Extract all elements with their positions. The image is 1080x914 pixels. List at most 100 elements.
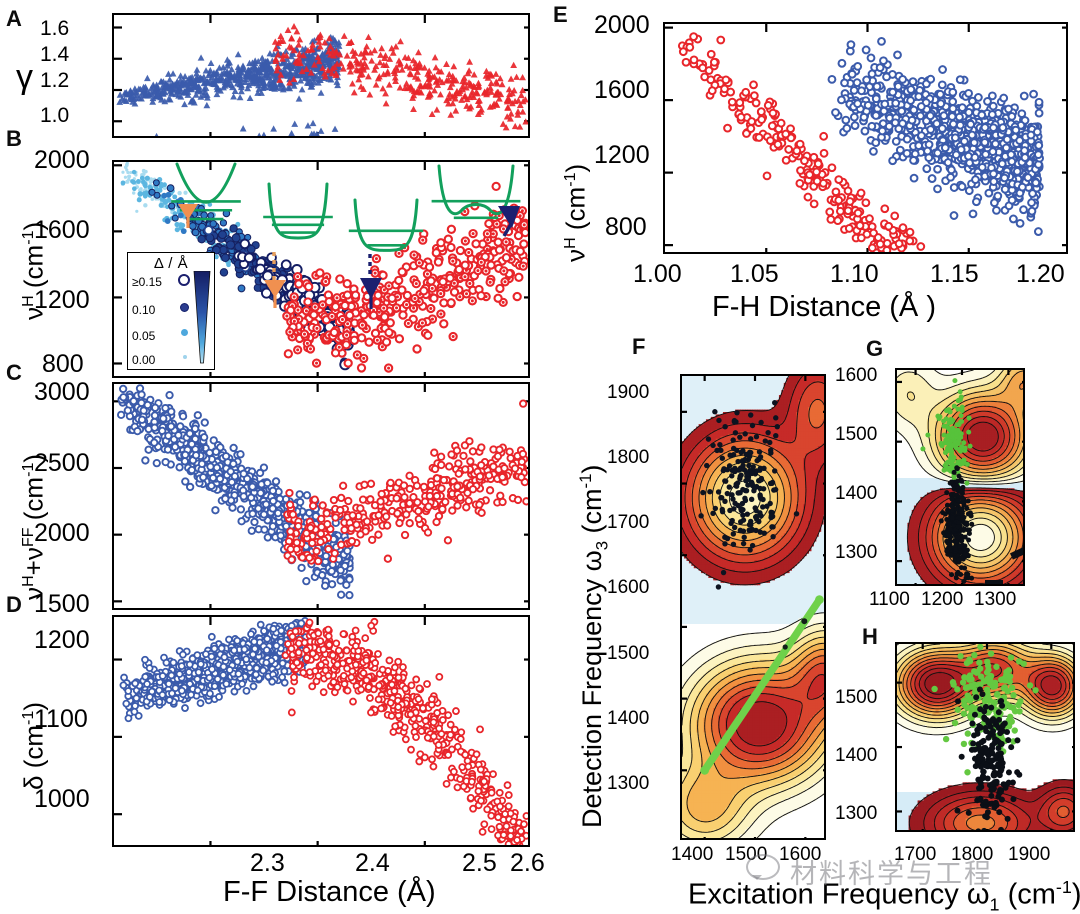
panel-h-xtick-0: 1700 — [894, 845, 936, 864]
panel-e-ytick-3: 2000 — [594, 13, 650, 38]
panel-d-ytick-0: 1000 — [34, 787, 90, 812]
panel-c-ylabel-unit: (cm — [19, 477, 49, 520]
panel-d-xtick-0: 2.3 — [250, 851, 285, 876]
legend-colorbar — [192, 271, 212, 367]
panel-f-ytick-3: 1600 — [607, 578, 649, 597]
panel-label-e: E — [553, 4, 568, 26]
panel-f-xtick-2: 1600 — [779, 845, 821, 864]
panel-c-ytick-2: 2500 — [34, 451, 90, 476]
panel-label-c: C — [6, 362, 22, 384]
legend-row-1: 0.10 — [132, 303, 155, 317]
panel-label-b: B — [6, 128, 22, 150]
legend-row-3: 0.00 — [132, 353, 155, 367]
detection-label-text: Detection Frequency ω — [577, 550, 607, 828]
panel-h-ytick-1: 1400 — [835, 746, 877, 765]
panel-c-ylabel-sup1: H — [19, 575, 37, 587]
panel-g-xtick-0: 1100 — [869, 590, 910, 609]
panel-a-ylabel: γ — [16, 60, 33, 94]
legend-title: Δ / Å — [128, 255, 214, 272]
panel-e-ylabel-sup: H — [561, 237, 579, 249]
legend-row-2: 0.05 — [132, 329, 155, 343]
panel-e-xtick-4: 1.20 — [1016, 262, 1065, 287]
panel-label-f: F — [632, 336, 645, 358]
excitation-label-sub: 1 — [990, 894, 1000, 914]
panel-b-ylabel-unit: (cm — [19, 245, 49, 288]
panel-d-plot — [112, 615, 530, 847]
panel-e-scatter-svg — [665, 24, 1068, 254]
panel-e-ylabel-nu: ν — [561, 249, 591, 262]
panel-h-contour-svg — [897, 644, 1075, 832]
panel-h-xtick-1: 1800 — [951, 845, 993, 864]
panel-e-xtick-2: 1.10 — [830, 262, 879, 287]
watermark-bubble-icon — [746, 854, 780, 880]
panel-e-xtick-3: 1.15 — [930, 262, 979, 287]
panel-a-ytick-1: 1.2 — [40, 70, 69, 91]
excitation-label-exp: -1 — [1056, 877, 1072, 897]
panel-a-ytick-0: 1.0 — [40, 105, 69, 126]
panel-g-ytick-1: 1400 — [835, 484, 877, 503]
excitation-label-unit: (cm — [1008, 879, 1056, 911]
panel-a-ytick-3: 1.6 — [40, 18, 69, 39]
panel-g-contour-svg — [897, 370, 1025, 586]
panel-g-ytick-2: 1500 — [835, 425, 877, 444]
panel-f-plot — [680, 374, 826, 840]
panel-a-ytick-2: 1.4 — [40, 44, 69, 65]
panel-label-a: A — [6, 8, 22, 30]
detection-label-sub: 3 — [592, 541, 611, 550]
panel-c-ytick-3: 3000 — [34, 380, 90, 405]
panel-label-d: D — [6, 594, 22, 616]
panel-g-xtick-1: 1200 — [921, 590, 963, 609]
panel-g-plot — [895, 368, 1025, 586]
detection-label-unit: (cm — [577, 488, 607, 533]
panel-h-ytick-2: 1500 — [835, 688, 877, 707]
panel-f-ytick-2: 1500 — [607, 644, 649, 663]
panel-b-ytick-1: 1200 — [34, 288, 90, 313]
legend-marker-3 — [183, 355, 187, 359]
detection-label-close: ) — [577, 465, 607, 474]
panel-c-scatter-svg — [114, 384, 530, 610]
legend-marker-0 — [178, 274, 190, 286]
panel-e-ylabel-unit: (cm — [561, 187, 591, 230]
panel-d-xtick-2: 2.5 — [462, 851, 497, 876]
legend-marker-1 — [180, 303, 189, 312]
panel-f-ytick-0: 1300 — [607, 774, 649, 793]
panel-f-xtick-0: 1400 — [671, 845, 713, 864]
panel-e-plot — [663, 22, 1068, 254]
panel-f-ytick-6: 1900 — [607, 383, 649, 402]
panel-label-g: G — [866, 338, 883, 360]
panel-e-xtick-0: 1.00 — [633, 262, 682, 287]
panel-a-plot — [112, 13, 530, 138]
panel-e-ylabel-exp: -1 — [561, 172, 579, 186]
panel-d-xlabel: F-F Distance (Å) — [223, 878, 436, 907]
panel-g-xtick-2: 1300 — [974, 590, 1016, 609]
panel-h-xtick-2: 1900 — [1008, 845, 1050, 864]
panel-f-contour-svg — [682, 376, 826, 840]
panel-c-ytick-0: 1500 — [34, 592, 90, 617]
panel-e-xtick-1: 1.05 — [730, 262, 779, 287]
panel-e-ytick-0: 800 — [605, 215, 647, 240]
panel-e-ylabel-close: ) — [561, 164, 591, 173]
panel-g-ytick-3: 1600 — [835, 366, 877, 385]
panel-b-ytick-3: 2000 — [34, 148, 90, 173]
panel-c-ylabel-plus: +ν — [19, 547, 49, 575]
excitation-frequency-xlabel: Excitation Frequency ω1 (cm-1) — [688, 878, 1080, 913]
panel-b-ytick-0: 800 — [42, 352, 84, 377]
panel-b-ytick-2: 1600 — [34, 218, 90, 243]
panel-d-xtick-1: 2.4 — [355, 851, 390, 876]
panel-label-h: H — [862, 626, 878, 648]
panel-e-ytick-2: 1600 — [594, 78, 650, 103]
panel-a-scatter-svg — [114, 15, 530, 138]
panel-f-ytick-4: 1700 — [607, 513, 649, 532]
panel-c-ytick-1: 2000 — [34, 521, 90, 546]
panel-d-ytick-2: 1200 — [34, 628, 90, 653]
legend-row-0: ≥0.15 — [132, 275, 162, 289]
panel-d-ytick-1: 1100 — [34, 707, 88, 732]
panel-d-scatter-svg — [114, 617, 530, 847]
excitation-label-text: Excitation Frequency ω — [688, 879, 990, 911]
panel-h-ytick-0: 1300 — [835, 804, 877, 823]
legend-marker-2 — [181, 329, 188, 336]
panel-g-ytick-0: 1300 — [835, 543, 877, 562]
panel-e-ylabel: νH (cm-1) — [562, 164, 589, 262]
panel-f-ytick-5: 1800 — [607, 448, 649, 467]
